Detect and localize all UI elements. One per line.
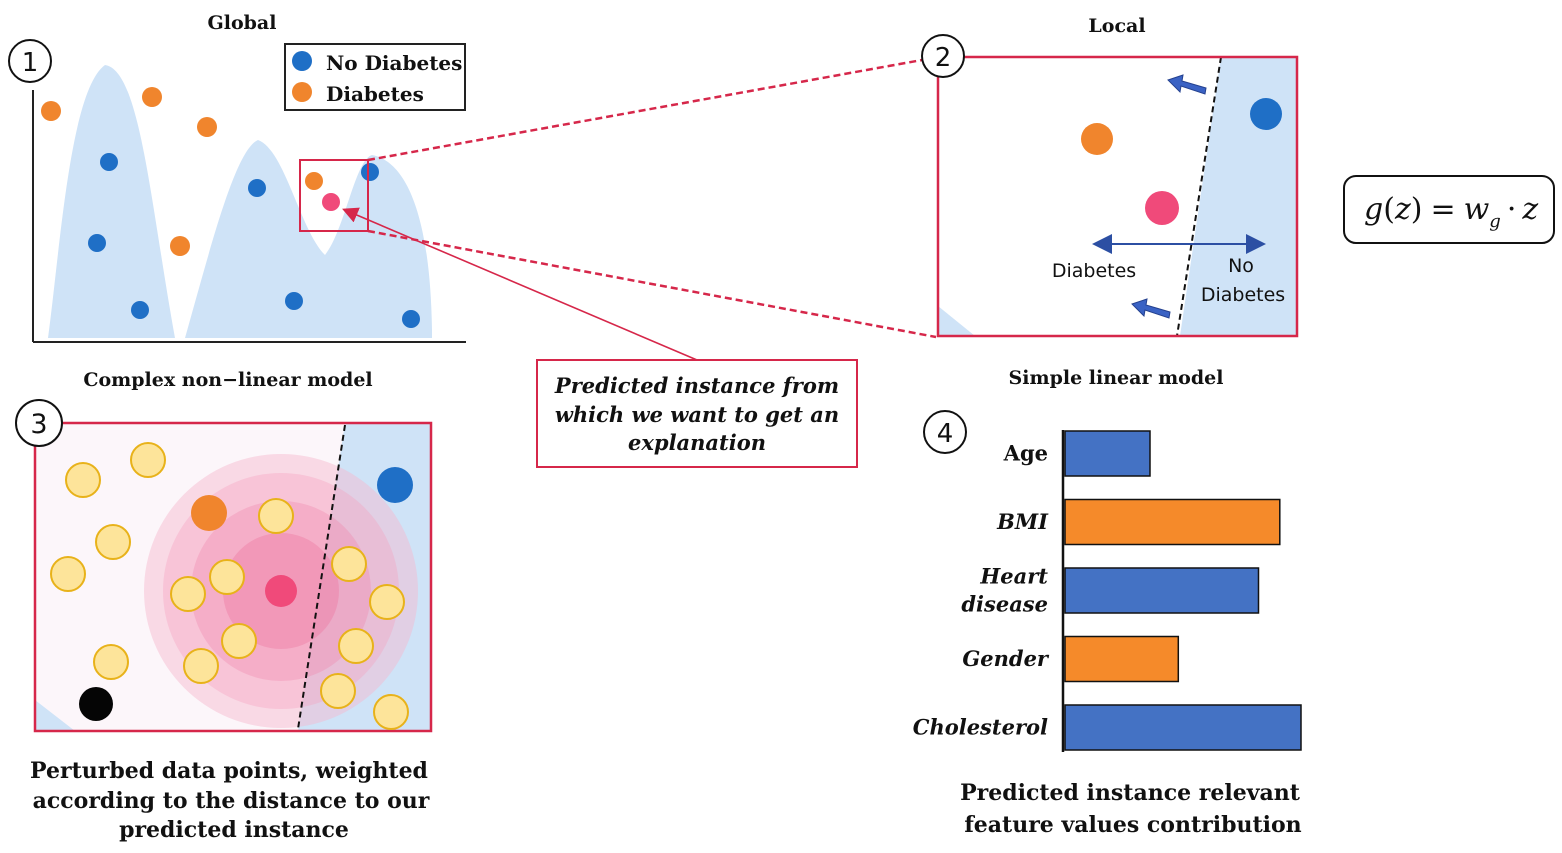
point-no-diabetes [131, 301, 149, 319]
perturbed-point [183, 648, 219, 684]
perturbed-point [209, 559, 245, 595]
bar-label-heart-disease: Heart [979, 564, 1048, 589]
decision-boundary [1176, 56, 1222, 337]
bar-label-heart-disease: disease [961, 592, 1048, 617]
perturbed-point [93, 644, 129, 680]
step-badge-3 [15, 399, 63, 447]
perturbed-caption-line-2: according to the distance to our [33, 788, 430, 814]
point-diabetes [305, 172, 323, 190]
perturbed-caption-line-3: predicted instance [119, 817, 349, 843]
step-number-4: 4 [937, 419, 954, 449]
nonlinear-region [48, 65, 432, 338]
step-number-1: 1 [22, 48, 39, 78]
bar-label-age: Age [1003, 441, 1048, 466]
formula-box [1343, 175, 1555, 244]
perturbed-point [221, 623, 257, 659]
perturbed-point [369, 584, 405, 620]
perturbed-point [373, 694, 409, 730]
perturbed-point [50, 556, 86, 592]
local-caption: Simple linear model [1009, 367, 1224, 389]
perturbed-point [258, 498, 294, 534]
feature-caption-line-1: Predicted instance relevant [960, 780, 1301, 806]
callout-pointer [342, 207, 698, 361]
perturbed-points [50, 442, 409, 730]
formula: g(z) = wg · z [1343, 175, 1555, 244]
point-no-diabetes [100, 153, 118, 171]
panel-global: No Diabetes Diabetes 1 Global Complex no… [8, 12, 466, 391]
callout: Predicted instance from which we want to… [536, 359, 858, 468]
bar-heart-disease [1064, 567, 1260, 614]
bar-label-bmi: BMI [996, 509, 1049, 534]
shift-arrow-top [1167, 74, 1207, 95]
perturbed-point [95, 524, 131, 560]
zoom-connector-top [367, 58, 923, 162]
bar-gender [1064, 635, 1180, 683]
step-number-2: 2 [935, 43, 952, 73]
perturbed-point [130, 442, 166, 478]
local-predicted-instance [1145, 191, 1179, 225]
perturbed-point [320, 673, 356, 709]
callout-line-2: which we want to get an [555, 402, 839, 427]
bar-bmi [1064, 498, 1281, 546]
point-no-diabetes [285, 292, 303, 310]
local-label-no-diabetes: Diabetes [1201, 284, 1285, 306]
perturbed-no-diabetes-point [377, 467, 413, 503]
perturbed-predicted-instance [265, 575, 297, 607]
local-label-no: No [1228, 255, 1254, 277]
perturbed-point [331, 546, 367, 582]
shift-arrow-bottom [1131, 298, 1171, 319]
point-diabetes [170, 236, 190, 256]
callout-line-3: explanation [628, 430, 766, 455]
perturbed-outlier-point [79, 687, 113, 721]
zoom-connector-bottom [367, 229, 937, 339]
local-label-diabetes: Diabetes [1052, 260, 1136, 282]
decision-boundary [297, 424, 346, 730]
legend-no-diabetes-marker [292, 51, 312, 71]
corner-region [35, 700, 75, 731]
point-no-diabetes [361, 163, 379, 181]
point-no-diabetes [402, 310, 420, 328]
callout-box [536, 359, 858, 468]
legend-box [284, 43, 466, 111]
perturbed-point [65, 462, 101, 498]
global-caption: Complex non−linear model [83, 369, 372, 391]
local-diabetes-point [1081, 123, 1113, 155]
corner-region [938, 306, 975, 336]
legend-no-diabetes-label: No Diabetes [326, 51, 462, 75]
bar-cholesterol [1064, 704, 1302, 751]
panel-perturbed: 3 Perturbed data points, weighted accord… [15, 399, 433, 843]
point-diabetes [41, 101, 61, 121]
perturbed-caption-line-1: Perturbed data points, weighted [30, 758, 428, 784]
local-no-diabetes-point [1250, 98, 1282, 130]
step-badge-2 [921, 34, 965, 78]
legend-diabetes-marker [292, 82, 312, 102]
perturbed-point [170, 576, 206, 612]
panel-local: Diabetes No Diabetes 2 Local Simple line… [921, 15, 1299, 389]
feature-caption-line-2: feature values contribution [964, 812, 1301, 838]
legend-diabetes-label: Diabetes [326, 82, 424, 106]
bar-chart: Age BMI Heart disease Gender Cholesterol [913, 430, 1302, 751]
bar-label-cholesterol: Cholesterol [913, 715, 1048, 740]
perturbed-diabetes-point [191, 495, 227, 531]
formula-text: g(z) = wg · z [1364, 192, 1538, 232]
predicted-instance-point [322, 193, 340, 211]
zoom-box [299, 159, 369, 232]
bar-label-gender: Gender [962, 646, 1050, 671]
point-diabetes [142, 87, 162, 107]
point-diabetes [197, 117, 217, 137]
step-number-3: 3 [30, 409, 47, 440]
step-badge-1 [8, 39, 52, 83]
callout-line-1: Predicted instance from [554, 373, 839, 398]
bar-age [1064, 430, 1151, 477]
step-badge-4 [923, 410, 967, 454]
point-no-diabetes [88, 234, 106, 252]
local-frame [936, 55, 1299, 338]
panel-feature-contribution: 4 Age BMI Heart disease Gender Cholesterol Pr… [913, 410, 1302, 838]
perturbed-point [338, 628, 374, 664]
perturbed-frame [33, 421, 433, 733]
local-title: Local [1088, 15, 1145, 37]
point-no-diabetes [248, 179, 266, 197]
global-title: Global [208, 12, 277, 34]
